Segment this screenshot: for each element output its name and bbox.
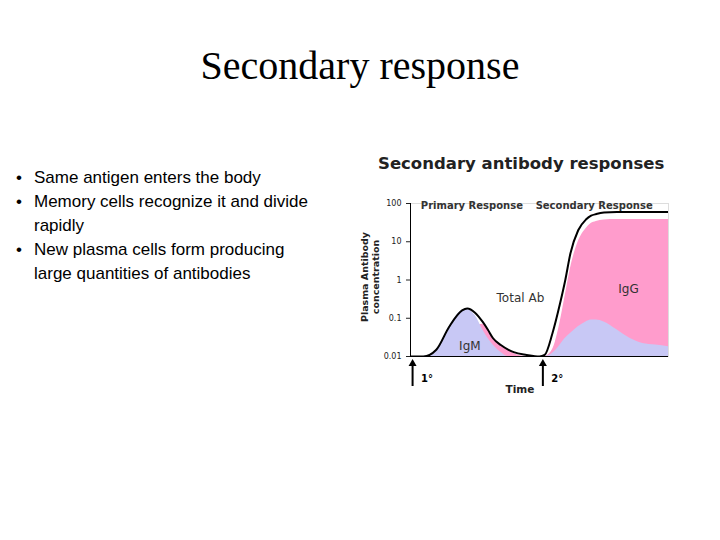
svg-text:100: 100: [386, 199, 401, 208]
svg-text:1: 1: [396, 276, 401, 285]
html-text:Memory cells recognize it and: Memory cells recognize it and divide rap…: [34, 192, 308, 235]
svg-text:Secondary Response: Secondary Response: [536, 200, 653, 211]
svg-text:1°: 1°: [421, 373, 433, 384]
svg-text:IgG: IgG: [618, 282, 638, 296]
html-text:Same antigen enters the body: Same antigen enters the body: [34, 168, 261, 187]
html-text:Time: Time: [505, 383, 535, 395]
svg-text:IgM: IgM: [459, 339, 481, 353]
svg-text:0.01: 0.01: [384, 352, 402, 361]
svg-text:Total Ab: Total Ab: [496, 291, 545, 305]
html-text:New plasma cells form producin: New plasma cells form producing large qu…: [34, 240, 285, 283]
svg-text:2°: 2°: [551, 373, 563, 384]
html-text:Secondary response: Secondary response: [200, 43, 520, 88]
svg-text:10: 10: [391, 237, 401, 246]
html-text:Plasma Antibody concentration: Plasma Antibody concentration: [359, 231, 381, 323]
svg-text:Primary Response: Primary Response: [421, 200, 523, 211]
html-text:Secondary antibody responses: Secondary antibody responses: [378, 154, 665, 173]
svg-text:0.1: 0.1: [389, 314, 402, 323]
